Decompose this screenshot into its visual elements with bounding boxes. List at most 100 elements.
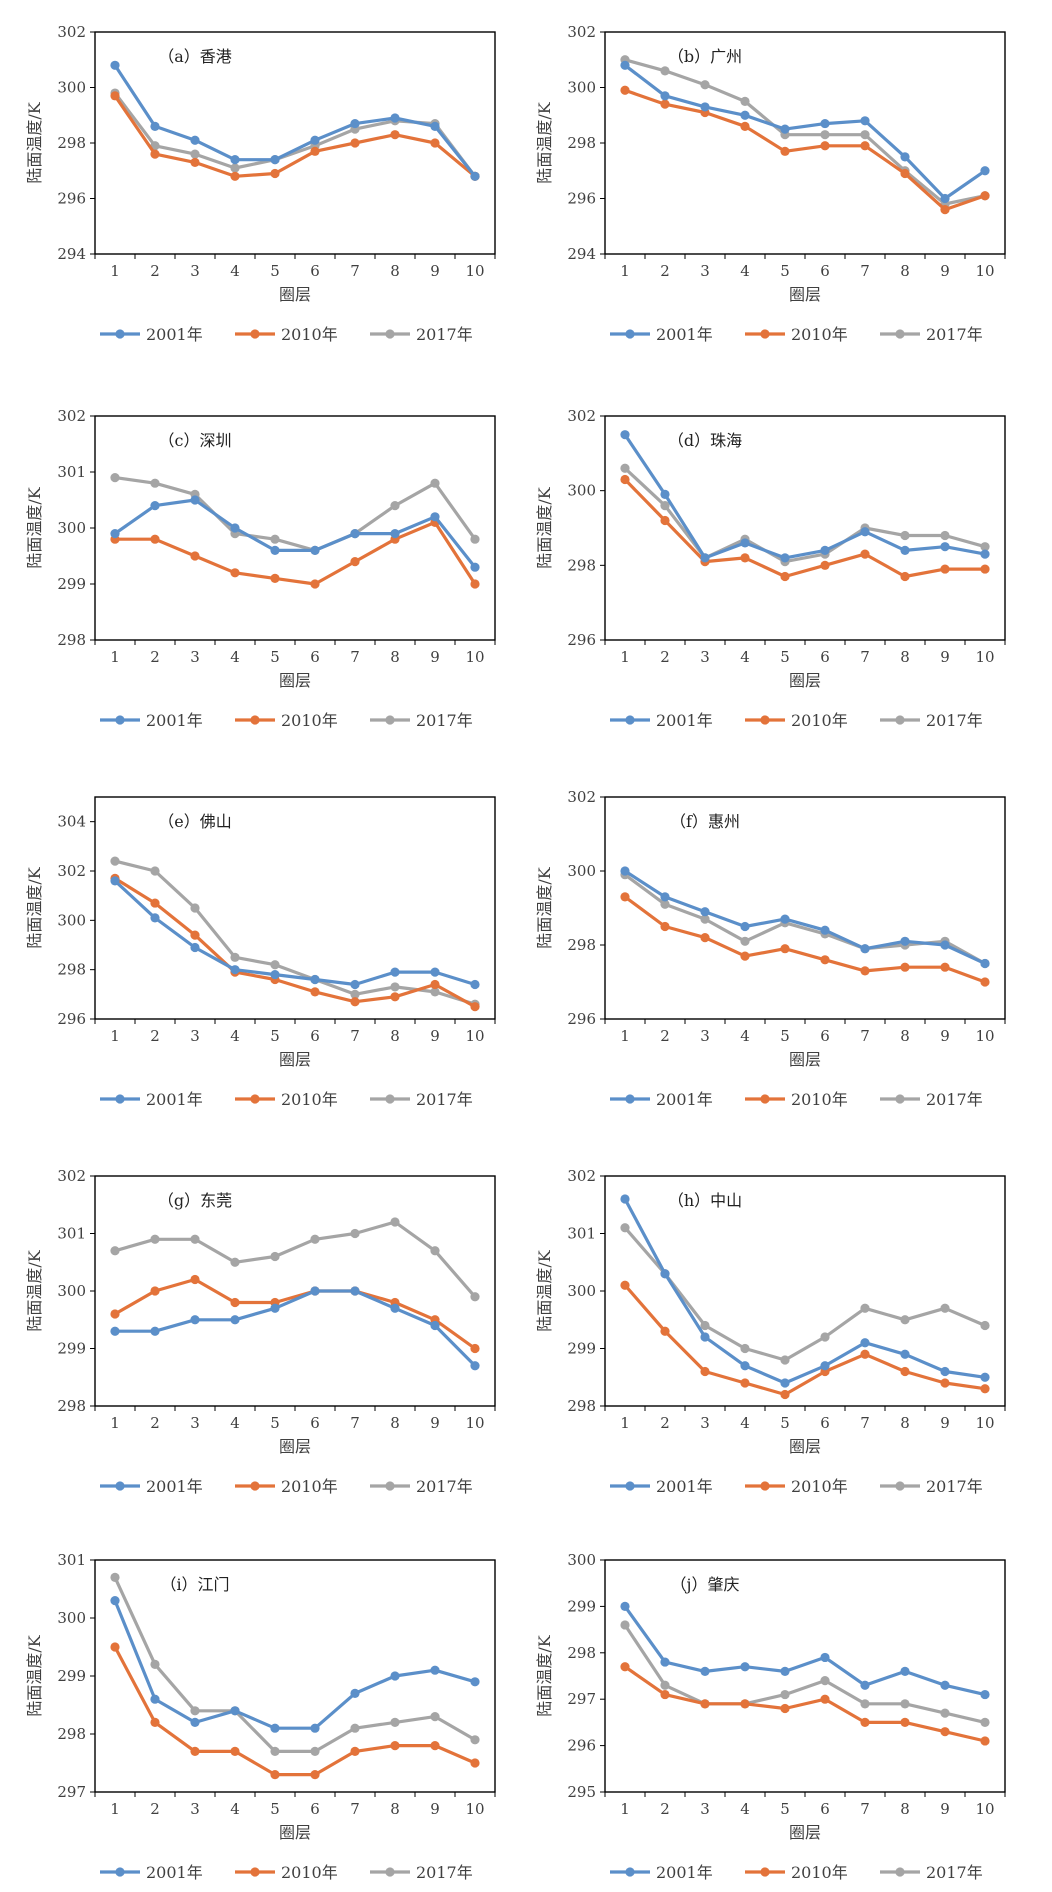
x-tick-label: 8 [390,648,400,666]
data-point [860,116,870,126]
y-tick-label: 296 [57,190,86,208]
data-point [660,1689,670,1700]
data-point [390,130,400,140]
data-point [230,952,240,962]
data-point [660,515,670,526]
legend-item-2017: 2017年 [880,1863,983,1882]
x-tick-label: 2 [660,1800,670,1818]
legend-marker [115,1481,125,1491]
data-point [350,1286,360,1296]
data-point [980,958,990,969]
data-point [900,152,910,162]
data-point [110,1246,120,1256]
data-point [390,967,400,977]
series-2010 [620,892,990,987]
series-2017 [620,1223,990,1365]
legend-item-2001: 2001年 [100,1090,203,1109]
legend-label: 2017年 [416,1090,473,1109]
data-point [190,1315,200,1325]
chart-title: （j）肇庆 [671,1575,740,1594]
y-tick-label: 294 [57,245,86,263]
legend-marker [895,1867,905,1877]
x-axis-title: 圈层 [279,285,311,304]
data-point [270,573,280,584]
y-tick-label: 300 [567,862,596,880]
data-point [820,1652,830,1663]
data-point [470,562,480,572]
data-point [190,1706,200,1716]
data-point [230,1746,240,1756]
x-tick-label: 6 [310,262,320,280]
data-point [700,102,710,112]
x-tick-label: 2 [150,1027,160,1045]
y-tick-label: 300 [567,482,596,500]
legend-marker [385,1481,395,1491]
data-point [940,1680,950,1690]
legend-marker [760,715,770,725]
x-tick-label: 6 [310,1027,320,1045]
data-point [430,987,440,997]
y-axis-title: 陆面温度/K [535,866,554,948]
series-2001 [110,495,480,572]
legend-marker [895,1094,905,1104]
legend-marker [115,1094,125,1104]
chart-panel-10: 295 296 297 298 299 300 1 2 3 4 5 6 7 8 9 10 圈层 陆面温度/K （j）… [535,1551,1006,1882]
legend-item-2010: 2010年 [745,711,848,730]
series-line [113,1576,476,1754]
series-line [624,64,986,201]
chart-title: （b）广州 [668,47,742,66]
y-axis-title: 陆面温度/K [25,866,44,948]
series-line [623,1284,986,1397]
y-tick-label: 300 [57,519,86,537]
y-tick-label: 299 [57,1340,86,1358]
y-tick-label: 296 [57,1010,86,1028]
legend-label: 2017年 [926,1090,983,1109]
data-point [270,168,280,179]
legend-item-2017: 2017年 [370,711,473,730]
y-tick-label: 298 [567,936,596,954]
y-tick-label: 298 [567,134,596,152]
y-tick-label: 298 [567,1644,596,1662]
plot-frame [604,31,1006,255]
y-tick-label: 300 [567,79,596,97]
data-point [430,478,440,488]
x-tick-label: 3 [700,1800,710,1818]
data-point [230,965,240,975]
data-point [900,962,910,972]
legend-label: 2001年 [656,325,713,344]
x-tick-label: 5 [270,648,280,666]
data-point [190,1234,200,1244]
x-tick-label: 3 [700,1027,710,1045]
legend-marker [250,715,260,725]
data-point [190,942,200,953]
chart-panel-3: 298 299 300 301 302 1 2 3 4 5 6 7 8 9 10 圈层 陆面温度/K （c）深圳 2… [25,407,496,730]
data-point [660,501,670,511]
x-tick-label: 8 [390,262,400,280]
data-point [620,463,630,473]
legend-marker [625,1481,635,1491]
x-tick-label: 4 [230,1027,240,1045]
x-tick-label: 10 [975,262,994,280]
series-line [113,1646,476,1777]
data-point [110,1572,120,1582]
data-point [150,913,160,923]
data-point [820,118,830,129]
data-point [390,1217,400,1227]
legend-label: 2010年 [791,1863,848,1882]
data-point [900,571,910,582]
x-tick-label: 9 [430,1800,440,1818]
data-point [620,892,630,902]
legend-label: 2010年 [281,1477,338,1496]
x-tick-label: 9 [940,1414,950,1432]
data-point [980,1320,990,1331]
y-tick-label: 296 [567,631,596,649]
x-tick-label: 7 [350,648,360,666]
y-tick-label: 299 [57,1667,86,1685]
chart-title: （e）佛山 [158,812,231,831]
x-axis-title: 圈层 [789,1823,821,1842]
data-point [190,157,200,168]
x-tick-label: 6 [820,262,830,280]
data-point [940,1366,950,1377]
data-point [350,118,360,129]
